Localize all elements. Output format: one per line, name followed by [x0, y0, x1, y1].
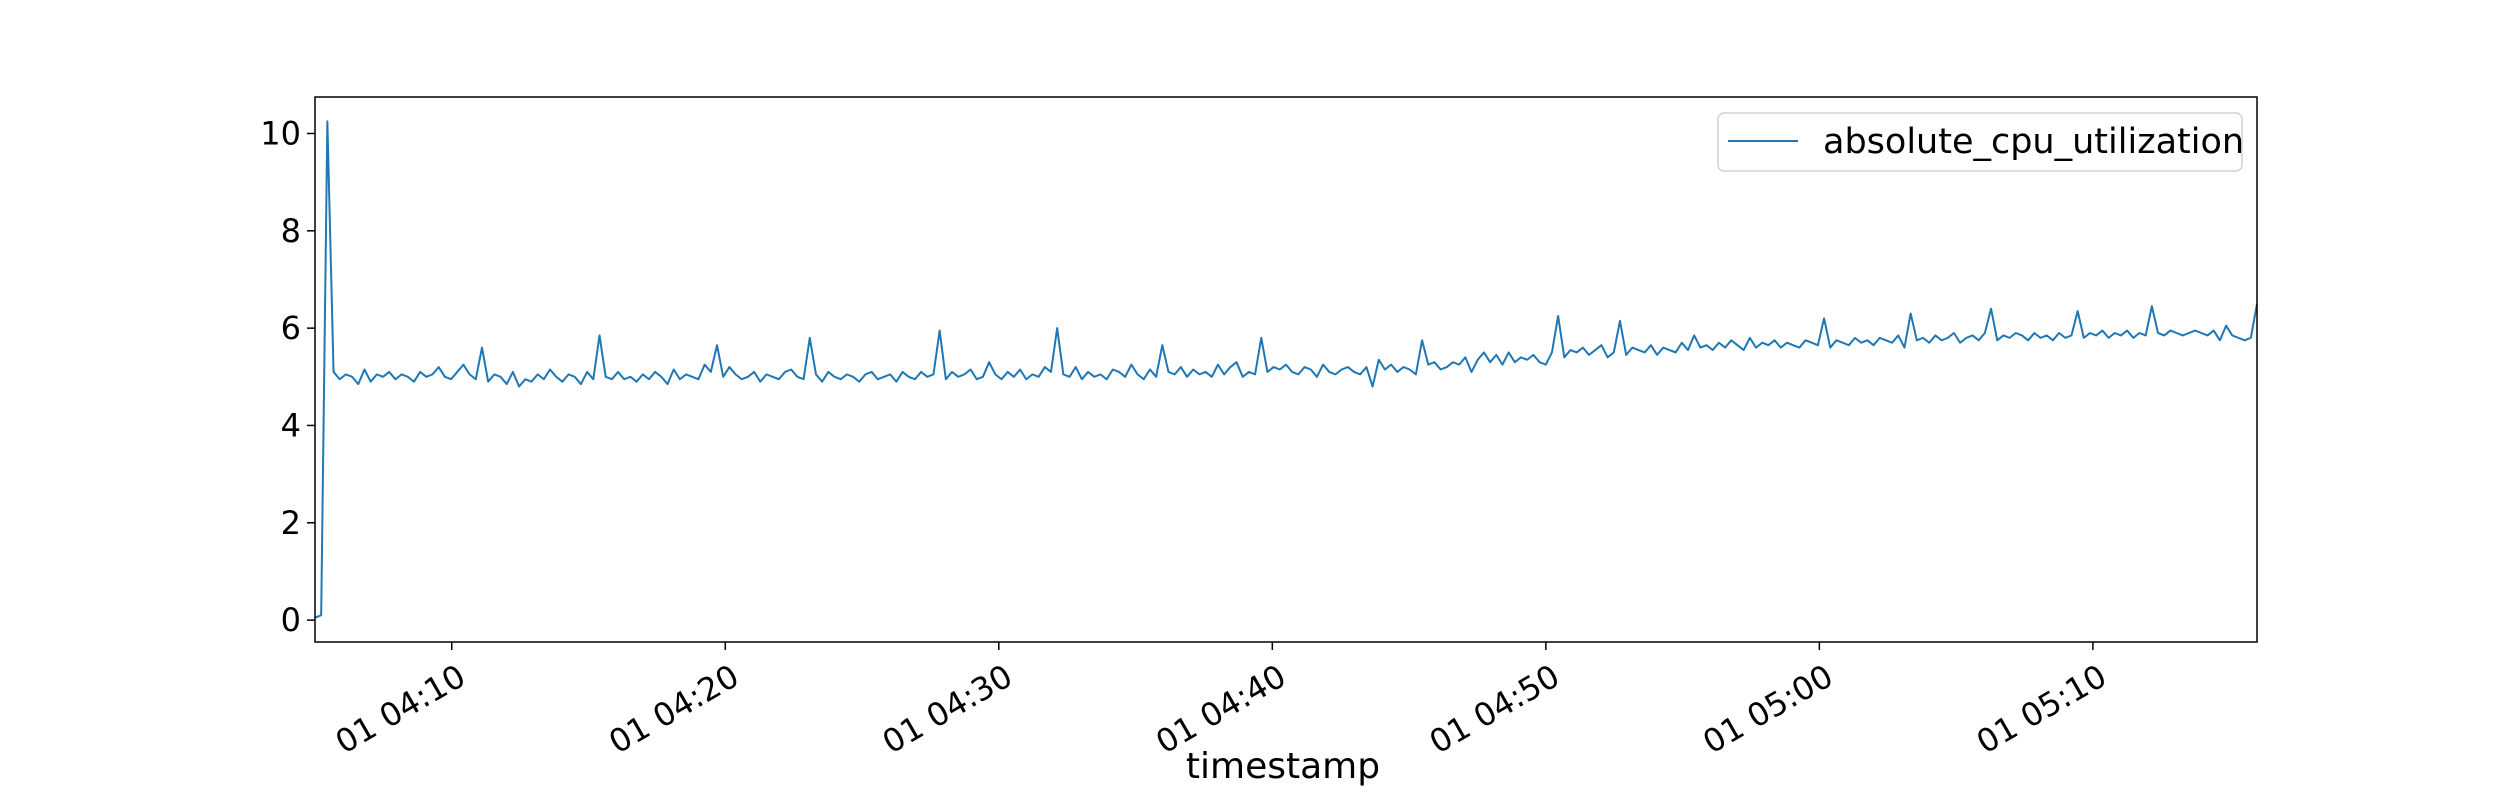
- legend: absolute_cpu_utilization: [1717, 112, 2244, 172]
- legend-label: absolute_cpu_utilization: [1823, 122, 2244, 162]
- y-tick-label: 0: [281, 601, 301, 639]
- y-tick-label: 8: [281, 212, 301, 250]
- x-tick-label: 01 04:20: [602, 657, 745, 761]
- y-tick-label: 4: [281, 406, 301, 444]
- x-axis-title: timestamp: [1186, 746, 1380, 787]
- x-tick-label: 01 05:00: [1696, 657, 1839, 761]
- plot-area: [314, 96, 2258, 643]
- x-axis: 01 04:10 01 04:20 01 04:30 01 04:40 01 04:50…: [329, 642, 2113, 761]
- legend-frame: [1717, 112, 2243, 172]
- plot-frame: [314, 96, 2258, 643]
- x-tick-label: 01 05:10: [1970, 657, 2113, 761]
- y-tick-label: 10: [260, 114, 301, 152]
- y-tick-label: 2: [281, 504, 301, 542]
- y-axis: 0 2 4 6 8 10: [260, 114, 315, 639]
- y-tick-label: 6: [281, 309, 301, 347]
- x-tick-label: 01 04:30: [876, 657, 1019, 761]
- x-tick-label: 01 04:10: [329, 657, 472, 761]
- x-tick-label: 01 04:50: [1423, 657, 1566, 761]
- series-line: [314, 120, 2258, 619]
